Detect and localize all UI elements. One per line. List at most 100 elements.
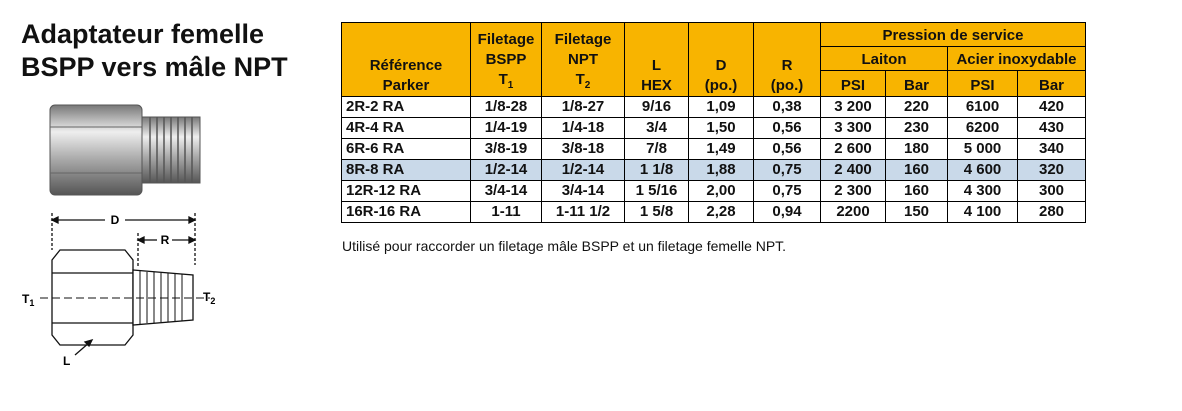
header-symbol: T1 — [475, 70, 537, 96]
table-cell: 1 1/8 — [624, 159, 689, 181]
reference-cell: 6R-6 RA — [341, 138, 471, 160]
table-cell: 3/4-14 — [470, 180, 542, 202]
header-line: D — [715, 57, 727, 74]
table-cell: 2 600 — [820, 138, 886, 160]
table-cell: 1,50 — [688, 117, 754, 139]
header-line: R — [781, 57, 793, 74]
table-row: 8R-8 RA 1/2-14 1/2-14 1 1/8 1,88 0,75 2 400 160… — [341, 159, 1086, 181]
table-cell: 2 300 — [820, 180, 886, 202]
table-cell: 2,28 — [688, 201, 754, 223]
column-header: Filetage BSPP T1 — [470, 22, 542, 97]
table-cell: 1/4-19 — [470, 117, 542, 139]
table-cell: 1 5/8 — [624, 201, 689, 223]
table-cell: 3/8-18 — [541, 138, 625, 160]
table-cell: 4 600 — [947, 159, 1018, 181]
table-row: 12R-12 RA 3/4-14 3/4-14 1 5/16 2,00 0,75 2 300… — [341, 180, 1086, 202]
table-cell: 0,75 — [753, 180, 821, 202]
table-cell: 280 — [1017, 201, 1086, 223]
unit-header: Bar — [1017, 70, 1086, 97]
title-line: BSPP vers mâle NPT — [21, 52, 288, 82]
dim-symbol: T — [203, 290, 211, 304]
header-line: Filetage — [554, 31, 612, 48]
table-cell: 1,09 — [688, 96, 754, 118]
table-row: 6R-6 RA 3/8-19 3/8-18 7/8 1,49 0,56 2 600 180 5 … — [341, 138, 1086, 160]
dim-sub: 1 — [29, 298, 34, 308]
table-cell: 3 300 — [820, 117, 886, 139]
table-cell: 220 — [885, 96, 948, 118]
reference-cell: 2R-2 RA — [341, 96, 471, 118]
group-header: Pression de service — [820, 22, 1086, 47]
table-cell: 230 — [885, 117, 948, 139]
symbol: T — [498, 71, 508, 88]
table-cell: 6100 — [947, 96, 1018, 118]
reference-cell: 8R-8 RA — [341, 159, 471, 181]
product-photo — [49, 104, 201, 196]
table-cell: 1/2-14 — [470, 159, 542, 181]
table-cell: 6200 — [947, 117, 1018, 139]
header-line: (po.) — [770, 77, 804, 94]
header-line: Filetage — [477, 31, 535, 48]
reference-cell: 16R-16 RA — [341, 201, 471, 223]
table-cell: 160 — [885, 159, 948, 181]
table-cell: 0,94 — [753, 201, 821, 223]
header-line: Parker — [382, 77, 430, 94]
unit-header: PSI — [820, 70, 886, 97]
table-cell: 1,49 — [688, 138, 754, 160]
table-row: 4R-4 RA 1/4-19 1/4-18 3/4 1,50 0,56 3 300 230 62… — [341, 117, 1086, 139]
table-cell: 7/8 — [624, 138, 689, 160]
table-cell: 150 — [885, 201, 948, 223]
header-row: PSI Bar PSI Bar — [342, 70, 1086, 97]
header-line: Référence — [369, 57, 443, 74]
table-cell: 3/4 — [624, 117, 689, 139]
table-cell: 1/8-28 — [470, 96, 542, 118]
table-cell: 180 — [885, 138, 948, 160]
unit-header: PSI — [947, 70, 1018, 97]
table-cell: 4 100 — [947, 201, 1018, 223]
illustration: D R T1 T2 L — [22, 104, 215, 368]
table-cell: 0,56 — [753, 117, 821, 139]
table-cell: 1 5/16 — [624, 180, 689, 202]
dim-label: R — [161, 233, 170, 247]
table-cell: 4 300 — [947, 180, 1018, 202]
table-cell: 340 — [1017, 138, 1086, 160]
table-cell: 0,38 — [753, 96, 821, 118]
table-row: 2R-2 RA 1/8-28 1/8-27 9/16 1,09 0,38 3 200 220 6… — [341, 96, 1086, 118]
dim-symbol: T — [22, 292, 30, 306]
table-cell: 5 000 — [947, 138, 1018, 160]
table-cell: 1/4-18 — [541, 117, 625, 139]
column-header: Filetage NPT T2 — [541, 22, 625, 97]
table-cell: 2 400 — [820, 159, 886, 181]
header-row: Référence Parker Filetage BSPP T1 Filetage NPT… — [341, 22, 1086, 97]
table-cell: 3/4-14 — [541, 180, 625, 202]
subgroup-header: Acier inoxydable — [947, 46, 1086, 71]
table-cell: 420 — [1017, 96, 1086, 118]
header-line: (po.) — [704, 77, 738, 94]
table-cell: 3/8-19 — [470, 138, 542, 160]
spec-table: Référence Parker Filetage BSPP T1 Filetage NPT… — [341, 22, 1086, 223]
note: Utilisé pour raccorder un filetage mâle … — [342, 238, 787, 254]
table-cell: 0,56 — [753, 138, 821, 160]
dimension-drawing — [40, 213, 210, 356]
table-cell: 0,75 — [753, 159, 821, 181]
symbol-sub: 1 — [507, 80, 514, 91]
table-cell: 3 200 — [820, 96, 886, 118]
title: Adaptateur femelle BSPP vers mâle NPT — [21, 18, 288, 84]
dim-label: T2 — [203, 290, 215, 306]
symbol-sub: 2 — [584, 80, 591, 91]
table-cell: 2200 — [820, 201, 886, 223]
subgroup-header: Laiton — [820, 46, 948, 71]
table-cell: 300 — [1017, 180, 1086, 202]
unit-header: Bar — [885, 70, 948, 97]
reference-cell: 4R-4 RA — [341, 117, 471, 139]
header-symbol: T2 — [546, 70, 620, 96]
table-cell: 1-11 1/2 — [541, 201, 625, 223]
column-header: R (po.) — [753, 22, 821, 97]
title-line: Adaptateur femelle — [21, 19, 265, 49]
dim-label: L — [63, 354, 70, 368]
column-header: L HEX — [624, 22, 689, 97]
header-line: L — [651, 57, 662, 74]
symbol: T — [575, 71, 585, 88]
table-row: 16R-16 RA 1-11 1-11 1/2 1 5/8 2,28 0,94 2200 15… — [341, 201, 1086, 223]
table-cell: 1,88 — [688, 159, 754, 181]
